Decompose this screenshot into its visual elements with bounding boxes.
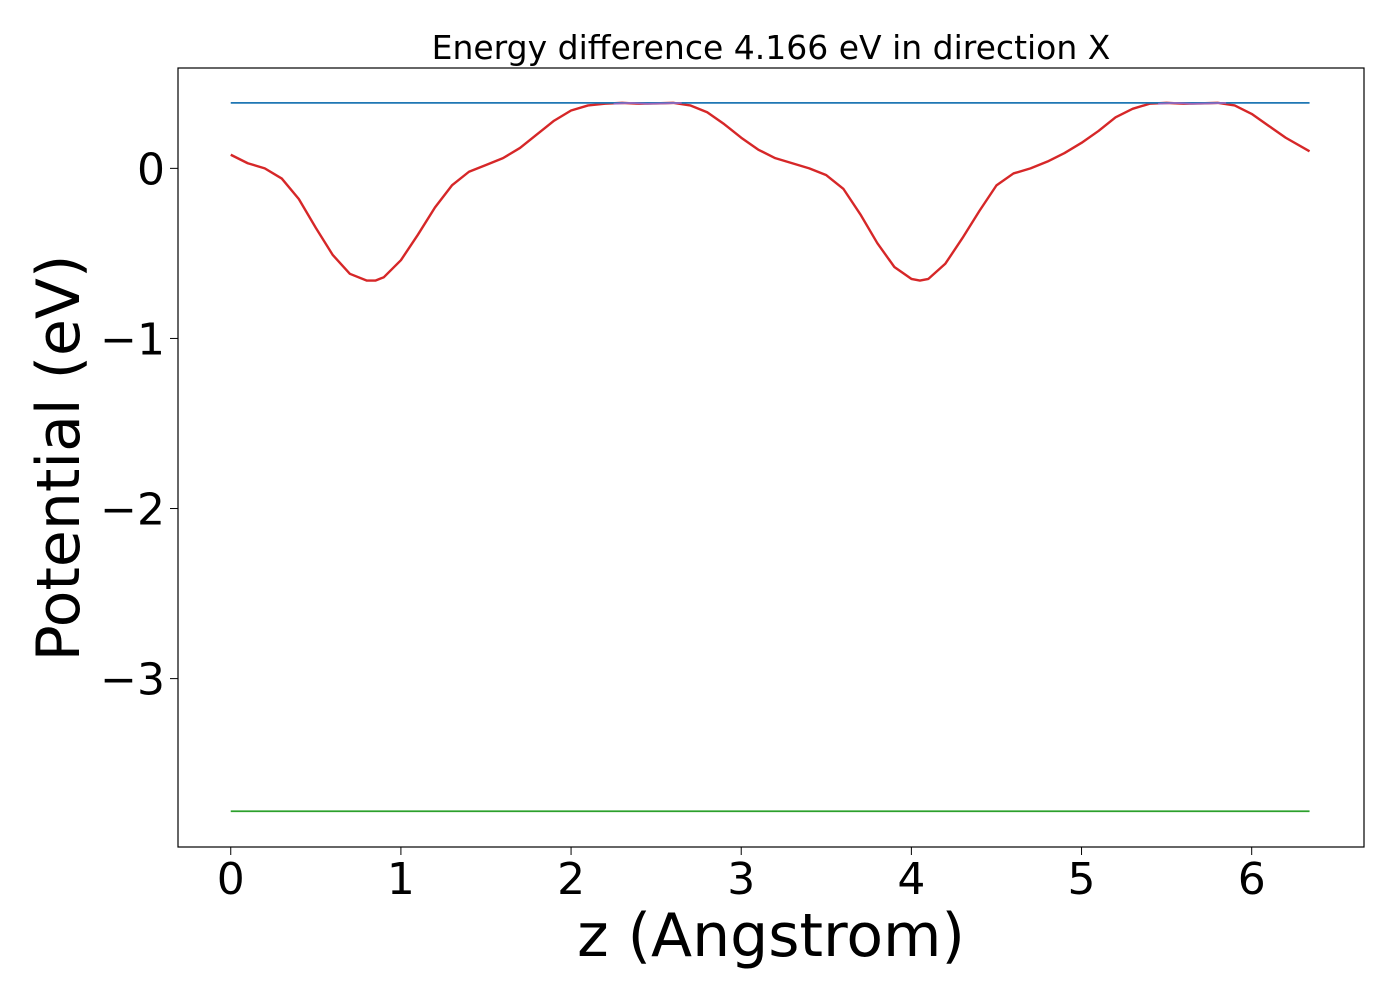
series-line-1	[230, 101, 1311, 282]
x-axis-title: z (Angstrom)	[577, 901, 965, 971]
x-tick-label: 2	[557, 854, 585, 905]
y-tick-label: −2	[100, 485, 165, 536]
x-tick-label: 6	[1238, 854, 1266, 905]
y-axis-title: Potential (eV)	[24, 255, 94, 662]
y-axis-ticks: 0 −1 −2 −3	[100, 144, 178, 706]
chart-title: Energy difference 4.166 eV in direction …	[432, 28, 1111, 67]
x-tick-label: 0	[217, 854, 245, 905]
x-tick-label: 5	[1068, 854, 1096, 905]
plot-frame	[177, 67, 1365, 848]
x-tick-label: 1	[387, 854, 415, 905]
series-line-4	[613, 101, 1227, 105]
series-layer	[230, 101, 1311, 813]
x-axis-ticks: 0 1 2 3 4 5 6	[217, 847, 1266, 905]
x-tick-label: 3	[727, 854, 755, 905]
y-tick-label: 0	[137, 144, 165, 195]
y-tick-label: −3	[100, 655, 165, 706]
y-tick-label: −1	[100, 314, 165, 365]
x-tick-label: 4	[897, 854, 925, 905]
